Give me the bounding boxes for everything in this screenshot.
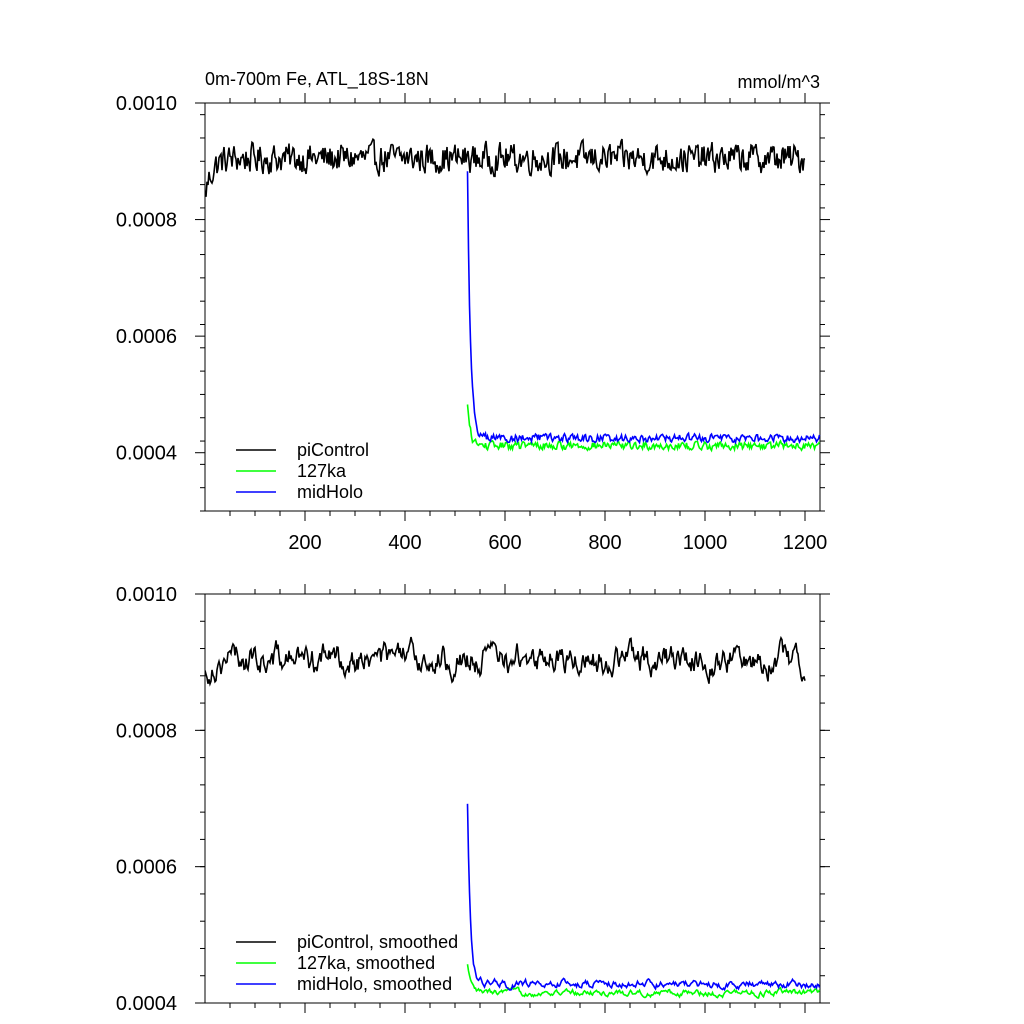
y-tick-label: 0.0008	[116, 210, 177, 232]
series-line-127ka-smoothed	[466, 964, 821, 999]
plot-frame	[204, 593, 821, 1004]
legend-label: midHolo	[297, 482, 363, 502]
y-tick-label: 0.0006	[116, 857, 177, 879]
x-tick-label: 1000	[683, 532, 728, 554]
chart-panel-2: 0.0004 0.0006 0.0008 0.0010 piControl, smoot…	[116, 584, 830, 1015]
units-label: mmol/m^3	[738, 72, 820, 92]
series-line-picontrol	[205, 137, 806, 197]
series-line-midholo-smoothed	[466, 803, 821, 992]
legend-label: 127ka, smoothed	[297, 953, 435, 973]
chart-panel-1: 200 400 600 800 1000 1200 0.0004 0.0006 0.0008 0.…	[116, 69, 830, 554]
legend-label: piControl, smoothed	[297, 932, 458, 952]
series-line-127ka	[466, 404, 821, 453]
y-tick-label: 0.0006	[116, 326, 177, 348]
legend-label: midHolo, smoothed	[297, 974, 452, 994]
x-tick-label: 1200	[783, 532, 828, 554]
y-tick-label: 0.0010	[116, 93, 177, 115]
series-line-midholo	[466, 171, 821, 445]
y-tick-label: 0.0008	[116, 720, 177, 742]
series-line-picontrol-smoothed	[205, 635, 806, 687]
legend-label: piControl	[297, 440, 369, 460]
plot-frame	[204, 102, 821, 512]
x-tick-label: 200	[288, 532, 321, 554]
y-tick-label: 0.0004	[116, 993, 177, 1015]
y-tick-label: 0.0004	[116, 443, 177, 465]
x-tick-label: 400	[388, 532, 421, 554]
chart-title: 0m-700m Fe, ATL_18S-18N	[205, 69, 429, 90]
legend-label: 127ka	[297, 461, 347, 481]
x-tick-label: 600	[488, 532, 521, 554]
y-tick-label: 0.0010	[116, 584, 177, 606]
x-tick-label: 800	[588, 532, 621, 554]
